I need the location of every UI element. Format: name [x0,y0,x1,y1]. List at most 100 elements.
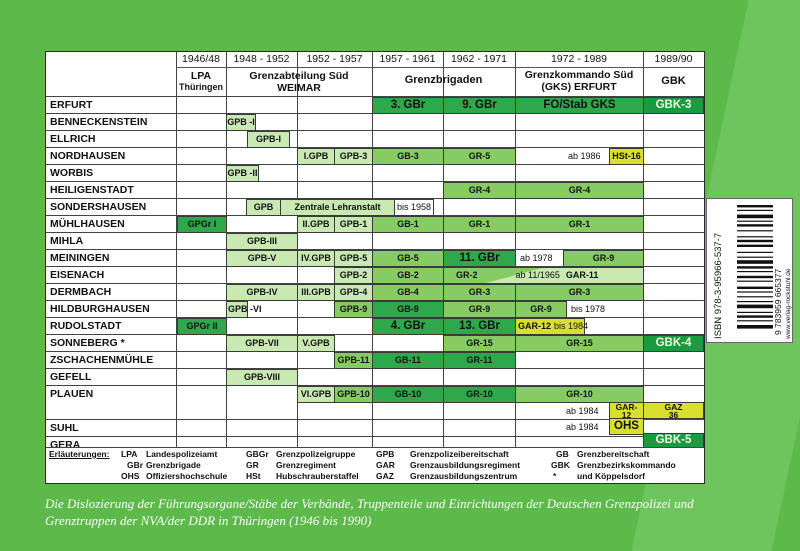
cell-rud-13gbr: 13. GBr [443,318,516,335]
row-divider [46,198,704,199]
barcode-bar [737,209,773,211]
legend-col2-text: Grenzpolizeigruppe Grenzregiment Hubschr… [276,449,359,482]
place-name: RUDOLSTADT [50,320,122,332]
cell-derm-iiigpb: III.GPB [297,284,335,301]
cell-eis-gb2: GB-2 [372,267,444,284]
barcode-bar [737,311,773,313]
barcode-bar [737,271,773,273]
cell-gera-gbk5: GBK-5 [643,433,704,448]
cell-ellrich-gpb1: GPB-I [247,131,290,148]
cell-plau-gar: GAR- [615,401,638,412]
legend-text: Offiziershochschule [146,471,228,481]
cell-nord-gb3: GB-3 [372,148,444,165]
org-header-grenzkommando-sub: (GKS) ERFURT [541,81,617,93]
note-nord-ab1986: ab 1986 [568,151,601,161]
cell-nord-igpb: I.GPB [297,148,335,165]
legend-text: Grenzpolizeigruppe [276,449,356,459]
org-header-lpa-sub: Thüringen [179,82,223,92]
note-eis-ab111965: ab 11/1965 [515,270,560,280]
legend-col2-abbr: GBGr GR HSt [246,449,269,482]
cell-gef-gpb8: GPB-VIII [226,369,298,386]
cell-derm-gpb4: GPB-IV [226,284,298,301]
cell-nord-gr5: GR-5 [443,148,516,165]
cell-hild-gb9: GB-9 [372,301,444,318]
legend-col4-text: Grenzbereitschaft Grenzbezirkskommando u… [577,449,676,482]
cell-derm-gb4: GB-4 [372,284,444,301]
legend-text: Grenzbrigade [146,460,201,470]
cell-erfurt-gbk3: GBK-3 [643,97,704,114]
cell-plau-gaz: GAZ [664,401,683,412]
cell-hild-gpb9: GPB-9 [334,301,373,318]
legend-abbr: GB [556,449,569,459]
org-header-lpa: LPA [190,70,212,82]
barcode-digits: 9 783959 665377 [773,269,783,335]
barcode-bar [737,224,773,227]
legend-text: Landespolizeiamt [146,449,218,459]
place-name: ERFURT [50,99,93,111]
cell-nord-gpb3: GPB-3 [334,148,373,165]
barcode-bar [737,236,773,238]
cell-rud-4gbr: 4. GBr [372,318,444,335]
cell-sond-gpb: GPB [246,199,281,216]
legend-abbr: OHS [121,471,140,481]
place-name: SONDERSHAUSEN [50,201,147,213]
legend-col1-abbr: LPA GBr OHS [121,449,143,482]
year-header: 1957 - 1961 [379,53,436,65]
org-header-gbk: GBK [661,75,686,87]
legend: Erläuterungen: LPA GBr OHS Landespolizei… [46,447,704,484]
cell-benn-gpb1: GPB -I [226,114,256,131]
barcode-bar [737,244,773,247]
legend-abbr: GR [246,460,259,470]
place-name: MEININGEN [50,252,110,264]
place-name: ZSCHACHENMÜHLE [50,354,154,366]
place-name: WORBIS [50,167,94,179]
place-name: HILDBURGHAUSEN [50,303,150,315]
barcode-bar [737,280,773,282]
barcode-bar [737,220,773,222]
cell-erfurt-3gbr: 3. GBr [372,97,444,114]
cell-sonn-gbk4: GBK-4 [643,335,704,352]
cell-zsch-gr11: GR-11 [443,352,516,369]
year-header: 1972 - 1989 [550,53,608,65]
barcode-bar [737,266,773,269]
cell-mein-11gbr: 11. GBr [443,250,516,267]
barcode-graphic: ISBN 978-3-95966-537-7 9 783959 665377 w… [713,205,792,340]
legend-col3-text: Grenzpolizeibereitschaft Grenzausbildung… [410,449,520,482]
legend-text: Grenzregiment [276,460,336,470]
org-header-grenzabteilung: Grenzabteilung Süd [249,70,349,82]
cell-hild-gr9b: GR-9 [515,301,567,318]
barcode-bar [737,251,773,253]
barcode-bars [737,205,773,329]
place-name: DERMBACH [50,286,112,298]
cell-mein-gpb5b: GPB-5 [334,250,373,267]
cell-sonn-gr15a: GR-15 [443,335,516,352]
barcode-bar [737,304,773,309]
legend-col3-abbr: GPB GAR GAZ [376,449,395,482]
place-name: GERA [50,439,81,451]
year-header: 1946/48 [182,53,220,65]
cell-plau-gpb10: GPB-10 [334,386,373,403]
year-header: 1948 - 1952 [233,53,290,65]
legend-abbr: HSt [246,471,261,481]
header-divider [46,96,704,97]
place-name: NORDHAUSEN [50,150,126,162]
cell-derm-gr3b: GR-3 [515,284,644,301]
row-divider [46,385,704,386]
barcode-bar [737,325,773,329]
cell-eis-gr2-span: GR-2 ab 11/1965 GAR-11 [443,267,644,284]
place-name: MÜHLHAUSEN [50,218,125,230]
cell-derm-gr3a: GR-3 [443,284,516,301]
cell-heil-gr4b: GR-4 [515,182,644,199]
header-divider [176,67,704,68]
barcode-bar [737,301,773,303]
barcode-bar [737,275,773,279]
cell-muhl-gr1b: GR-1 [515,216,644,233]
place-name: GEFELL [50,371,92,383]
cell-derm-gpb4b: GPB-4 [334,284,373,301]
cell-plau-vigpb: VI.GPB [297,386,335,403]
legend-text: und Köppelsdorf [577,471,645,481]
legend-text: Hubschrauberstaffel [276,471,359,481]
cell-mein-ivgpb: IV.GPB [297,250,335,267]
note-mein-ab1978: ab 1978 [520,253,553,263]
cell-erfurt-9gbr: 9. GBr [443,97,516,114]
